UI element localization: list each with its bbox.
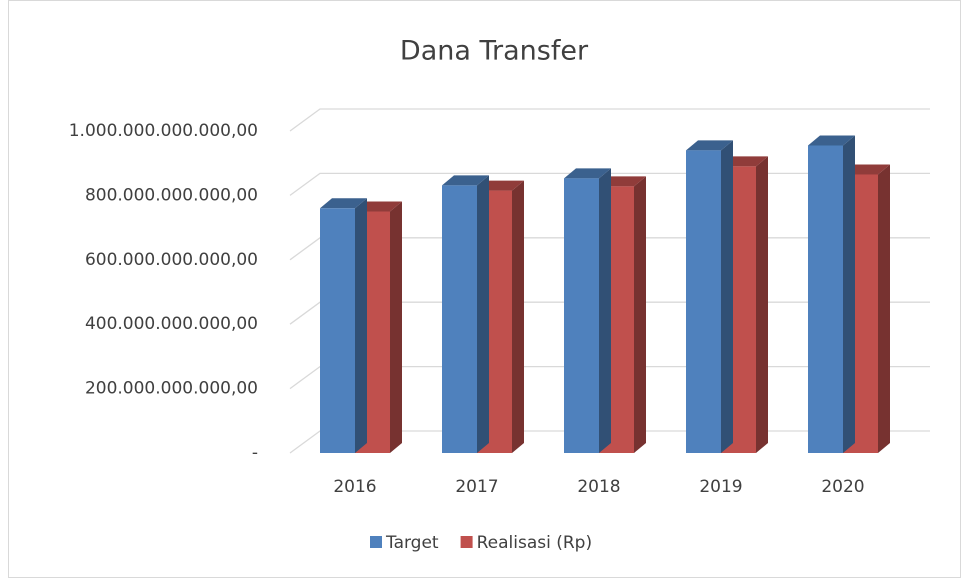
y-tick-label: 800.000.000.000,00: [85, 185, 258, 205]
x-tick-label: 2019: [699, 477, 742, 497]
bar-top: [442, 175, 489, 186]
bar-side: [721, 140, 733, 453]
bar-top: [320, 198, 367, 209]
x-tick-label: 2017: [455, 477, 498, 497]
x-tick-label: 2016: [333, 477, 376, 497]
legend-label: Realisasi (Rp): [477, 533, 593, 553]
bar-top: [564, 168, 611, 179]
bar-side: [512, 180, 524, 453]
chart-title: Dana Transfer: [400, 36, 589, 67]
bar-front: [564, 178, 599, 454]
y-tick-label: 200.000.000.000,00: [85, 379, 258, 399]
bar-top: [686, 140, 733, 151]
legend-swatch: [460, 536, 473, 548]
bar: [808, 135, 855, 454]
bar-front: [442, 185, 477, 453]
grid-line: [289, 108, 930, 132]
bar-side: [634, 176, 646, 453]
bar-side: [843, 135, 855, 454]
bar-side: [390, 201, 402, 453]
legend-swatch: [370, 536, 382, 548]
legend-label: Target: [385, 533, 439, 553]
bar-side: [878, 164, 890, 453]
bar-front: [320, 208, 355, 453]
bar: [442, 175, 489, 453]
bar: [686, 140, 733, 453]
y-tick-label: -: [252, 443, 258, 463]
bar-front: [808, 145, 843, 454]
y-tick-label: 400.000.000.000,00: [85, 314, 258, 334]
y-tick-label: 600.000.000.000,00: [85, 250, 258, 270]
bar-side: [756, 156, 768, 454]
bar-top: [808, 135, 855, 146]
bar-side: [355, 198, 367, 453]
bar-front: [686, 150, 721, 453]
bar: [320, 198, 367, 453]
bar-side: [599, 168, 611, 454]
y-tick-label: 1.000.000.000.000,00: [69, 121, 258, 141]
x-tick-label: 2018: [577, 477, 620, 497]
x-tick-label: 2020: [821, 477, 864, 497]
bar-side: [477, 175, 489, 453]
bar: [564, 168, 611, 454]
